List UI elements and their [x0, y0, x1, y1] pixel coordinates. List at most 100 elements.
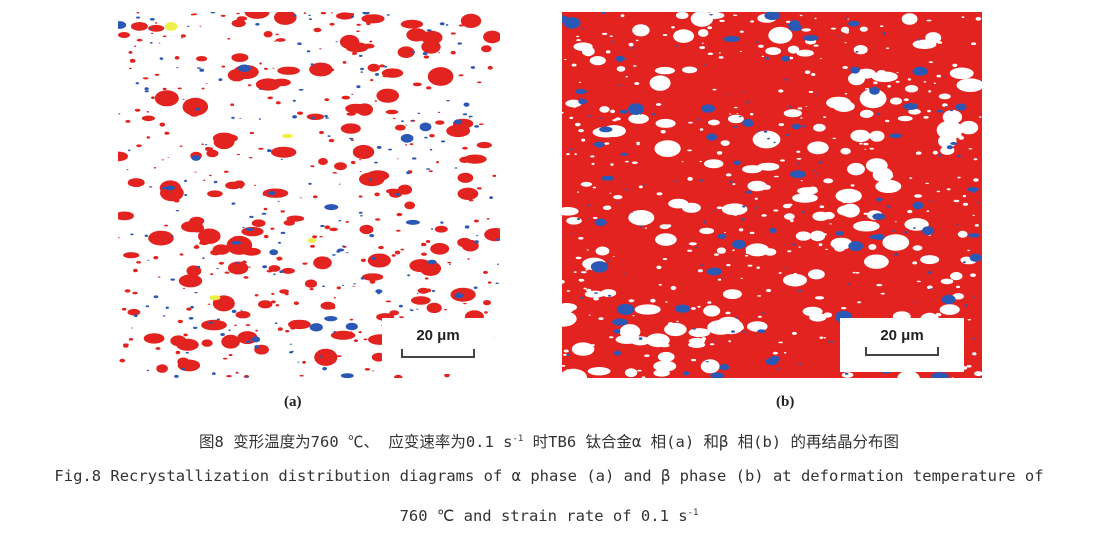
grain: [221, 334, 240, 349]
grain: [590, 261, 609, 273]
grain: [460, 13, 482, 28]
grain: [653, 369, 670, 377]
grain: [345, 103, 367, 114]
grain: [688, 121, 693, 124]
grain: [730, 260, 733, 262]
grain: [421, 40, 441, 54]
grain: [607, 260, 610, 262]
grain: [722, 289, 742, 299]
grain: [118, 32, 130, 38]
grain: [859, 142, 863, 145]
grain: [341, 95, 351, 100]
grain: [569, 116, 574, 120]
grain: [792, 193, 818, 203]
grain: [649, 75, 671, 91]
panel-label-b: (b): [776, 394, 795, 410]
grain: [757, 162, 780, 171]
grain: [706, 133, 718, 141]
grain: [681, 202, 701, 213]
grain: [610, 109, 616, 114]
grain: [912, 66, 928, 76]
grain: [280, 158, 284, 160]
grain: [825, 248, 828, 250]
grain: [731, 239, 747, 249]
grain: [130, 233, 134, 236]
grain: [644, 227, 647, 229]
grain: [462, 113, 468, 116]
grain: [205, 146, 211, 151]
grain: [819, 336, 824, 339]
grain: [345, 322, 358, 331]
grain: [908, 108, 921, 115]
grain: [338, 183, 341, 185]
grain: [580, 181, 593, 187]
grain: [216, 268, 219, 270]
grain: [468, 117, 471, 119]
grain: [236, 153, 241, 156]
grain: [928, 271, 932, 274]
grain: [463, 102, 470, 107]
grain: [431, 290, 436, 292]
grain: [221, 65, 226, 68]
grain: [254, 345, 260, 349]
grain: [966, 365, 972, 368]
grain: [716, 151, 723, 155]
grain: [809, 313, 827, 322]
grain: [659, 224, 670, 230]
grain: [691, 307, 696, 310]
grain: [577, 191, 580, 193]
grain: [342, 245, 345, 248]
grain: [862, 216, 865, 218]
grain: [682, 66, 698, 74]
grain: [905, 85, 919, 93]
grain: [358, 211, 363, 214]
grain: [330, 12, 333, 14]
grain: [207, 190, 223, 198]
grain: [149, 18, 155, 21]
grain: [360, 71, 363, 73]
grain: [818, 161, 823, 164]
grain: [308, 18, 312, 20]
grain: [303, 12, 307, 14]
grain: [483, 270, 488, 274]
grain: [972, 190, 976, 193]
grain: [277, 327, 283, 331]
grain: [844, 17, 849, 19]
grain: [259, 62, 262, 65]
grain: [643, 183, 646, 186]
grain: [701, 42, 704, 44]
grain: [235, 262, 240, 264]
grain: [428, 170, 433, 173]
grain: [859, 88, 887, 109]
grain: [292, 115, 298, 119]
grain: [733, 14, 738, 17]
grain: [723, 231, 727, 233]
grain: [376, 145, 382, 149]
grain: [345, 220, 349, 223]
grain: [272, 67, 275, 69]
grain: [314, 348, 338, 366]
grain: [868, 244, 877, 250]
grain: [280, 231, 286, 234]
grain: [612, 318, 628, 326]
grain: [903, 103, 919, 110]
grain: [875, 179, 902, 193]
grain: [476, 187, 482, 190]
grain: [967, 319, 972, 321]
grain: [302, 262, 308, 265]
grain: [795, 231, 812, 241]
grain: [312, 235, 318, 239]
grain: [144, 234, 148, 237]
grain: [249, 131, 255, 135]
grain: [411, 296, 431, 305]
grain: [298, 88, 304, 91]
grain: [761, 55, 764, 58]
grain: [263, 234, 269, 239]
grain: [946, 145, 953, 150]
grain: [320, 12, 327, 15]
grain: [928, 90, 932, 93]
grain: [268, 265, 281, 272]
grain: [638, 337, 643, 340]
grain: [796, 49, 814, 57]
grain: [342, 284, 345, 286]
